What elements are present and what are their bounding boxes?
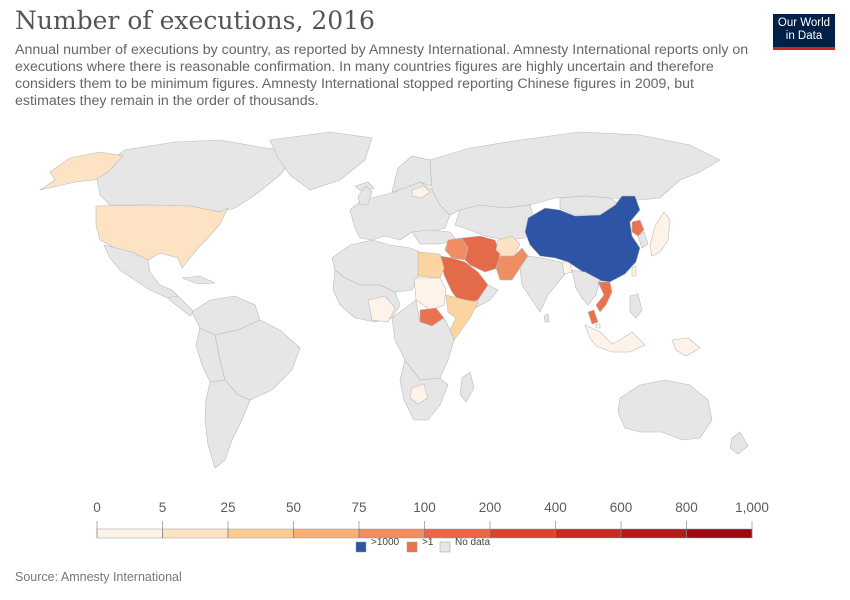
- country-nigeria[interactable]: [367, 295, 396, 323]
- country-philippines[interactable]: [629, 293, 643, 319]
- legend-swatch[interactable]: [162, 528, 229, 539]
- chart-subtitle: Annual number of executions by country, …: [15, 42, 749, 109]
- country-somalia-horn[interactable]: [445, 294, 479, 341]
- logo-line-1: Our World: [777, 17, 831, 29]
- country-greenland[interactable]: [269, 131, 373, 191]
- country-china[interactable]: [524, 195, 641, 283]
- legend-tick-label: 800: [675, 500, 698, 515]
- legend-swatch[interactable]: [227, 528, 294, 539]
- country-japan[interactable]: [649, 211, 671, 257]
- country-madagascar[interactable]: [459, 371, 475, 403]
- country-botswana[interactable]: [409, 383, 429, 405]
- owid-logo[interactable]: Our World in Data: [773, 14, 835, 50]
- chart-title: Number of executions, 2016: [15, 6, 375, 35]
- legend-swatch[interactable]: [96, 528, 163, 539]
- country-alaska[interactable]: [39, 151, 124, 191]
- country-belarus[interactable]: [411, 185, 431, 199]
- country-vietnam[interactable]: [595, 281, 613, 313]
- country-papua-new-guinea[interactable]: [671, 337, 701, 357]
- legend-tick-label: 5: [159, 500, 167, 515]
- legend-category-label: >1000: [371, 537, 400, 548]
- country-central-america[interactable]: [167, 295, 195, 317]
- country-indonesia[interactable]: [584, 324, 646, 353]
- legend-swatch[interactable]: [620, 528, 687, 539]
- country-north-korea[interactable]: [631, 219, 645, 237]
- legend-category-label: No data: [455, 537, 490, 548]
- legend-tick-label: 400: [544, 500, 567, 515]
- legend-tick-label: 100: [413, 500, 436, 515]
- legend-tick-label: 50: [286, 500, 301, 515]
- legend-tick-label: 200: [479, 500, 502, 515]
- source-note: Source: Amnesty International: [15, 570, 182, 584]
- country-india[interactable]: [519, 255, 571, 313]
- country-south-korea[interactable]: [637, 231, 649, 249]
- legend-swatch[interactable]: [555, 528, 622, 539]
- legend-swatch[interactable]: [293, 528, 360, 539]
- legend-category-swatch[interactable]: [439, 541, 451, 553]
- country-iran[interactable]: [461, 235, 501, 273]
- country-egypt[interactable]: [417, 251, 445, 279]
- legend-tick-label: 0: [93, 500, 101, 515]
- country-australia[interactable]: [617, 379, 713, 441]
- country-canada[interactable]: [94, 139, 301, 213]
- country-singapore[interactable]: [595, 323, 601, 329]
- country-taiwan[interactable]: [631, 265, 637, 277]
- country-sudan[interactable]: [413, 277, 447, 311]
- legend-swatch[interactable]: [686, 528, 753, 539]
- legend-tick-label: 1,000: [735, 500, 769, 515]
- legend-category-swatch[interactable]: [355, 541, 367, 553]
- country-myanmar-laos-thailand[interactable]: [571, 269, 601, 306]
- country-argentina-chile[interactable]: [204, 379, 251, 469]
- legend-swatch[interactable]: [489, 528, 556, 539]
- legend-tick-label: 25: [220, 500, 235, 515]
- world-map: [39, 131, 749, 469]
- legend-tick-label: 600: [610, 500, 633, 515]
- country-united-states[interactable]: [95, 204, 229, 269]
- logo-line-2: in Data: [785, 30, 823, 42]
- country-uk[interactable]: [357, 185, 373, 206]
- legend-category-swatch[interactable]: [406, 541, 418, 553]
- country-cuba[interactable]: [181, 275, 216, 285]
- legend-tick-label: 75: [351, 500, 366, 515]
- country-malaysia[interactable]: [587, 309, 599, 325]
- country-new-zealand[interactable]: [729, 431, 749, 455]
- legend: 0 5 25 50 75 100 200 400 600 800 1,000 >1000 >1 No da…: [93, 500, 769, 553]
- country-kazakhstan-central-asia[interactable]: [454, 204, 536, 241]
- legend-category-label: >1: [422, 537, 434, 548]
- country-sri-lanka[interactable]: [543, 313, 550, 323]
